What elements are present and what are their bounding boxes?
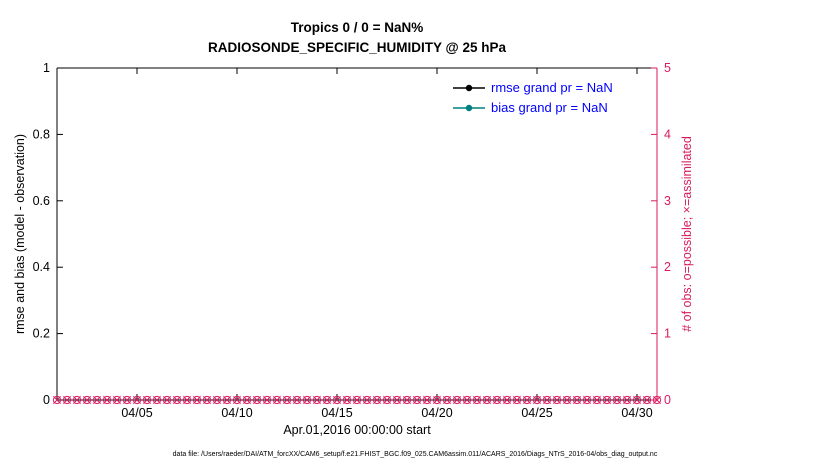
legend-label-bias: bias grand pr = NaN	[491, 100, 608, 115]
y-tick-label-left: 1	[43, 61, 50, 75]
possible-obs-markers	[52, 395, 662, 405]
chart-title: Tropics 0 / 0 = NaN%	[290, 20, 424, 35]
x-tick-label: 04/20	[421, 406, 452, 420]
y-tick-label-right: 4	[664, 127, 671, 141]
bias-line-marker-swatch	[453, 104, 485, 111]
y-tick-label-left: 0.2	[33, 327, 50, 341]
legend-label-rmse: rmse grand pr = NaN	[491, 80, 613, 95]
y-tick-label-left: 0.8	[33, 127, 50, 141]
y-tick-label-right: 2	[664, 260, 671, 274]
y-axis-label-right: # of obs: o=possible; ×=assimilated	[680, 136, 694, 332]
x-tick-label: 04/15	[321, 406, 352, 420]
legend-entry-rmse: rmse grand pr = NaN	[452, 80, 613, 95]
y-tick-label-left: 0.6	[33, 194, 50, 208]
x-tick-label: 04/30	[621, 406, 652, 420]
chart-subtitle: RADIOSONDE_SPECIFIC_HUMIDITY @ 25 hPa	[208, 40, 506, 55]
y-tick-label-right: 5	[664, 61, 671, 75]
x-tick-label: 04/25	[521, 406, 552, 420]
x-axis-label: Apr.01,2016 00:00:00 start	[283, 423, 431, 437]
legend-entry-bias: bias grand pr = NaN	[452, 100, 613, 115]
legend: rmse grand pr = NaN bias grand pr = NaN	[452, 80, 613, 115]
y-tick-label-right: 0	[664, 393, 671, 407]
rmse-line-marker-swatch	[453, 84, 485, 91]
y-tick-label-left: 0.4	[33, 260, 50, 274]
y-tick-label-left: 0	[43, 393, 50, 407]
y-tick-label-right: 1	[664, 327, 671, 341]
y-axis-label-left: rmse and bias (model - observation)	[13, 133, 27, 335]
x-tick-label: 04/05	[121, 406, 152, 420]
x-tick-label: 04/10	[221, 406, 252, 420]
assimilated-obs-markers	[53, 396, 661, 404]
y-tick-label-right: 3	[664, 194, 671, 208]
data-file-caption: data file: /Users/raeder/DAI/ATM_forcXX/…	[172, 451, 658, 458]
